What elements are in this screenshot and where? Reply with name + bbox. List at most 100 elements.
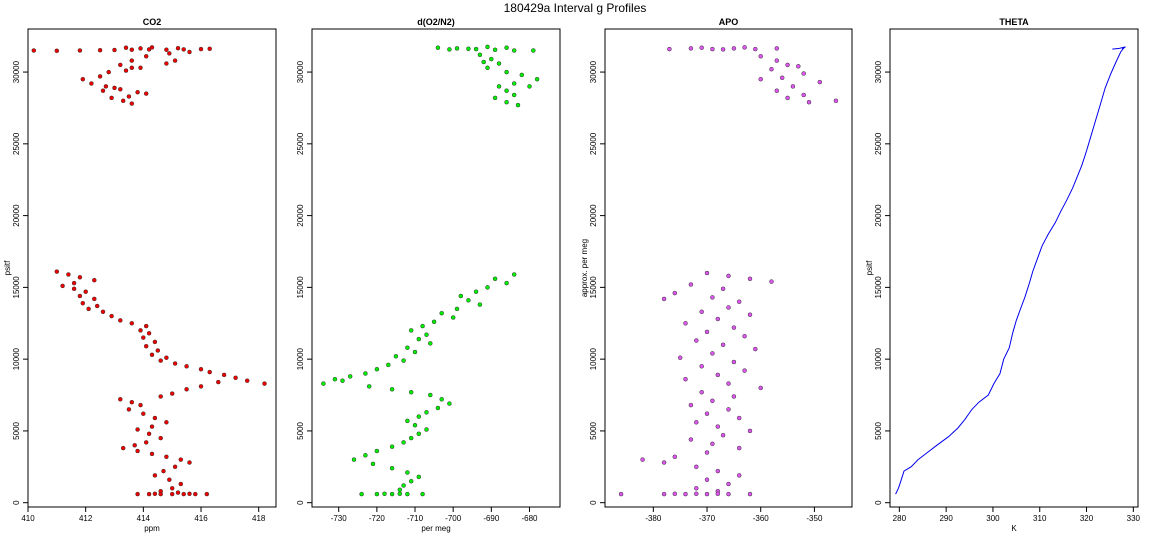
data-point <box>515 102 521 108</box>
data-point <box>146 431 152 437</box>
data-point <box>661 296 667 302</box>
data-point <box>454 306 460 312</box>
data-point <box>363 371 368 376</box>
data-point <box>100 88 106 93</box>
data-point <box>447 401 452 406</box>
x-tick-label: -700 <box>445 514 462 523</box>
data-point <box>736 473 742 478</box>
data-point <box>511 81 517 86</box>
data-point <box>699 309 704 315</box>
data-point <box>801 92 806 98</box>
data-point <box>389 491 395 497</box>
data-point <box>704 491 710 497</box>
data-point <box>143 323 149 329</box>
data-point <box>54 269 60 274</box>
data-point <box>694 486 699 491</box>
data-point <box>477 52 483 58</box>
data-point <box>138 328 143 333</box>
data-point <box>181 47 186 52</box>
data-point <box>466 298 471 303</box>
data-point <box>688 402 694 408</box>
data-point <box>60 283 65 289</box>
data-point <box>187 460 192 465</box>
y-tick-label: 10000 <box>874 347 883 370</box>
data-point <box>138 46 143 51</box>
x-tick-label: -710 <box>407 514 424 523</box>
data-point <box>149 451 155 457</box>
x-tick-label: 414 <box>137 514 151 523</box>
data-point <box>492 276 498 282</box>
data-point <box>152 415 158 421</box>
data-point <box>726 407 731 412</box>
data-point <box>126 407 132 412</box>
data-point <box>504 99 509 105</box>
y-tick-label: 5000 <box>296 421 305 439</box>
data-point <box>233 375 238 381</box>
data-point <box>450 315 456 320</box>
data-point <box>466 46 471 52</box>
data-point <box>123 45 129 50</box>
data-point <box>640 457 645 462</box>
data-point <box>720 432 726 438</box>
data-point <box>710 46 715 52</box>
data-point <box>726 481 731 487</box>
data-point <box>435 405 441 411</box>
data-point <box>393 354 399 359</box>
data-point <box>796 64 801 69</box>
data-point <box>758 54 763 59</box>
data-point <box>332 376 338 382</box>
data-point <box>340 378 345 383</box>
data-point <box>77 293 83 299</box>
data-point <box>694 420 699 425</box>
data-point <box>351 457 357 462</box>
data-point <box>481 59 486 65</box>
data-point <box>83 289 88 294</box>
data-point <box>401 440 406 445</box>
plot-frame <box>311 28 561 508</box>
data-point <box>97 74 103 79</box>
y-tick-label: 15000 <box>874 276 883 299</box>
data-point <box>167 51 172 56</box>
data-point <box>80 300 86 306</box>
data-point <box>405 491 410 497</box>
y-tick-label: 0 <box>589 500 598 505</box>
x-tick-label: -370 <box>699 514 716 523</box>
data-point <box>31 48 37 53</box>
data-point <box>485 65 490 71</box>
data-point <box>164 454 169 460</box>
data-point <box>129 65 135 71</box>
data-point <box>504 88 509 93</box>
data-point <box>118 87 123 92</box>
data-point <box>169 391 175 396</box>
data-point <box>731 359 737 365</box>
data-point <box>672 454 678 460</box>
data-point <box>742 333 747 339</box>
data-point <box>408 328 414 333</box>
x-tick-label: 300 <box>986 514 1000 523</box>
data-point <box>504 45 509 50</box>
y-tick-label: 10000 <box>589 347 598 370</box>
panel-3: APO -380 -370 -360 -350 0 5000 10000 15000 20000 2… <box>580 17 853 523</box>
data-point <box>715 491 721 497</box>
data-point <box>175 490 181 495</box>
data-point <box>672 290 678 296</box>
data-point <box>397 487 403 493</box>
data-point <box>769 66 774 72</box>
data-point <box>667 46 672 52</box>
data-point <box>374 491 380 497</box>
data-point <box>473 46 479 52</box>
data-point <box>485 285 490 290</box>
data-point <box>688 46 694 51</box>
data-point <box>420 323 425 329</box>
data-point <box>71 280 77 286</box>
data-point <box>492 95 498 101</box>
data-point <box>374 366 380 372</box>
data-point <box>504 280 509 286</box>
data-point <box>112 85 117 91</box>
x-tick-label: -720 <box>369 514 386 523</box>
y-tick-label: 0 <box>874 500 883 505</box>
data-point <box>492 47 498 53</box>
panel-1: CO2 410 412 414 416 418 0 5000 10000 15000 20000 25… <box>3 17 277 533</box>
data-point <box>439 397 444 402</box>
